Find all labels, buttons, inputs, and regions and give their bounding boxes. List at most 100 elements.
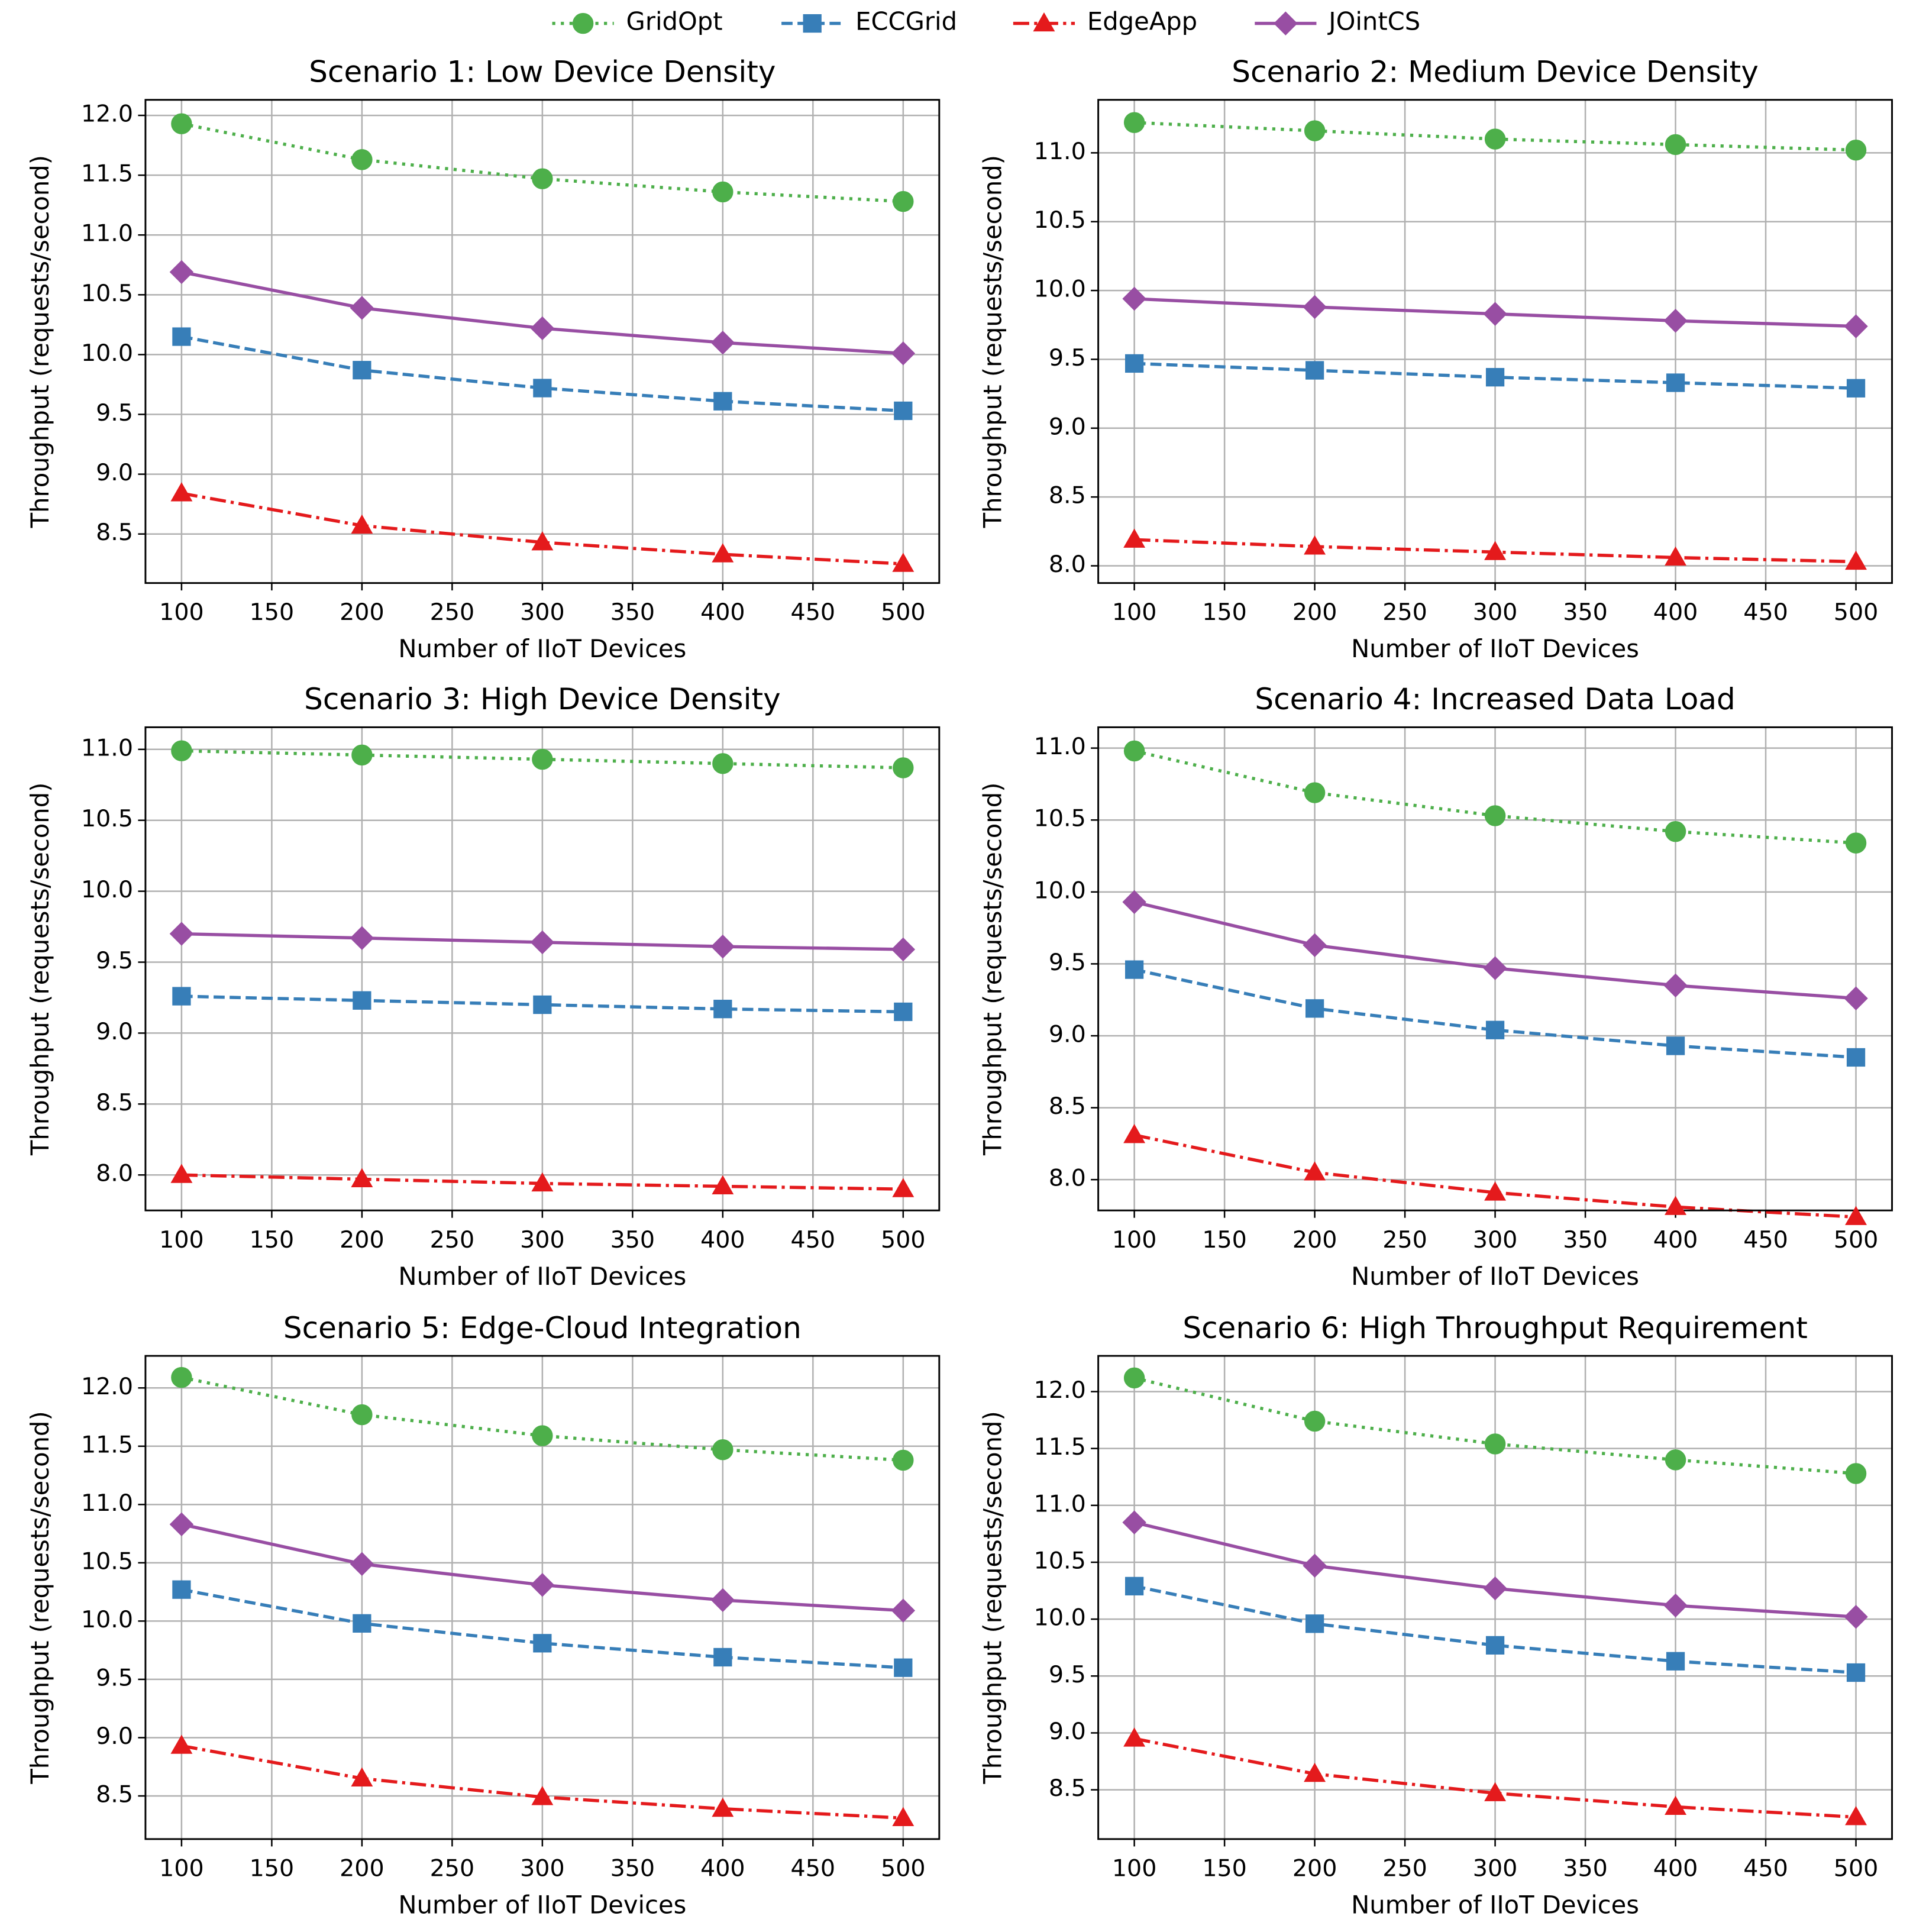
x-axis-label: Number of IIoT Devices <box>1351 634 1639 663</box>
axes-frame <box>144 99 941 584</box>
marker <box>1274 11 1298 35</box>
marker <box>1303 1553 1327 1578</box>
marker <box>531 1172 554 1192</box>
x-tick-label: 200 <box>340 599 384 626</box>
y-tick-label: 9.5 <box>96 947 133 974</box>
marker <box>1304 1161 1326 1181</box>
marker <box>350 296 374 320</box>
marker <box>1124 960 1144 979</box>
marker <box>1484 541 1507 560</box>
y-tick-label: 12.0 <box>81 1373 133 1400</box>
marker <box>1846 379 1866 398</box>
marker <box>170 482 193 502</box>
marker <box>531 531 554 551</box>
marker <box>1846 1663 1866 1682</box>
marker <box>172 987 191 1006</box>
series-line <box>181 1588 903 1669</box>
marker <box>1665 1449 1686 1471</box>
marker <box>1304 120 1326 141</box>
y-tick-label: 9.0 <box>1049 413 1086 440</box>
marker <box>891 937 916 962</box>
marker <box>1484 1782 1507 1801</box>
marker <box>351 1404 373 1426</box>
x-tick-label: 100 <box>159 1855 204 1882</box>
marker <box>1304 782 1326 803</box>
marker <box>803 14 822 33</box>
y-tick-label: 10.0 <box>81 876 133 903</box>
marker <box>1844 1605 1868 1629</box>
y-tick-label: 11.5 <box>1034 1433 1086 1461</box>
y-tick-label: 8.0 <box>1049 551 1086 578</box>
marker <box>1484 805 1506 826</box>
x-tick-label: 300 <box>520 599 565 626</box>
marker <box>712 1175 734 1194</box>
x-tick-label: 450 <box>791 599 836 626</box>
y-axis-label: Throughput (requests/second) <box>25 783 54 1156</box>
marker <box>1846 1048 1866 1067</box>
x-tick-label: 250 <box>1382 1226 1427 1253</box>
marker <box>1485 1020 1505 1039</box>
marker <box>891 341 916 366</box>
y-tick-label: 12.0 <box>1034 1377 1086 1404</box>
x-tick-label: 450 <box>1743 1226 1788 1253</box>
x-tick-label: 150 <box>1202 1855 1247 1882</box>
marker <box>713 392 732 411</box>
y-tick-label: 10.0 <box>1034 1604 1086 1631</box>
y-tick-label: 10.5 <box>81 805 133 832</box>
x-tick-label: 150 <box>250 1226 295 1253</box>
marker <box>712 181 733 203</box>
marker <box>532 1425 553 1446</box>
y-tick-label: 9.5 <box>96 1664 133 1691</box>
marker <box>1483 302 1507 326</box>
y-tick-label: 8.5 <box>96 1089 133 1116</box>
marker <box>351 1767 373 1786</box>
marker <box>1665 1795 1687 1815</box>
x-tick-label: 450 <box>1743 599 1788 626</box>
axes-frame <box>1097 726 1893 1211</box>
x-tick-label: 250 <box>430 1226 475 1253</box>
marker <box>353 361 371 380</box>
x-axis-label: Number of IIoT Devices <box>1351 1890 1639 1919</box>
marker <box>893 757 914 778</box>
x-tick-label: 200 <box>1292 1226 1337 1253</box>
x-tick-label: 100 <box>159 599 204 626</box>
marker <box>1844 986 1868 1010</box>
marker <box>1033 12 1055 32</box>
axes-frame <box>144 726 941 1211</box>
x-tick-label: 200 <box>340 1855 384 1882</box>
marker <box>170 1734 193 1754</box>
axes-frame <box>1097 1355 1893 1840</box>
y-tick-label: 9.0 <box>1049 1718 1086 1745</box>
marker <box>710 1588 735 1613</box>
y-tick-label: 8.5 <box>96 1781 133 1808</box>
x-tick-label: 200 <box>1292 599 1337 626</box>
x-tick-label: 500 <box>881 599 926 626</box>
subplot: 100 150 200 250 300 350 400 450 500 8.5 9.0 9.5 10.0… <box>25 1311 941 1919</box>
y-tick-label: 10.0 <box>1034 877 1086 904</box>
y-tick-label: 10.0 <box>81 340 133 367</box>
y-tick-label: 10.0 <box>81 1606 133 1633</box>
marker <box>351 514 373 534</box>
x-tick-label: 400 <box>1653 1855 1698 1882</box>
x-axis-label: Number of IIoT Devices <box>398 1890 686 1919</box>
marker <box>170 1164 193 1183</box>
y-tick-label: 11.0 <box>81 734 133 761</box>
marker <box>891 1598 916 1623</box>
marker <box>713 1000 732 1019</box>
y-axis-label: Throughput (requests/second) <box>25 1411 54 1784</box>
marker <box>350 926 374 950</box>
y-tick-label: 11.0 <box>1034 138 1086 165</box>
marker <box>1123 740 1145 762</box>
subplot-title: Scenario 3: High Device Density <box>304 682 781 716</box>
marker <box>1124 1576 1144 1595</box>
x-tick-label: 400 <box>1653 599 1698 626</box>
legend-label: GridOpt <box>626 7 723 36</box>
x-tick-label: 450 <box>791 1226 836 1253</box>
marker <box>892 553 915 572</box>
marker <box>1123 1124 1146 1143</box>
marker <box>353 1614 371 1633</box>
y-tick-label: 9.0 <box>96 1018 133 1045</box>
marker <box>1123 1727 1146 1747</box>
marker <box>169 1512 194 1537</box>
